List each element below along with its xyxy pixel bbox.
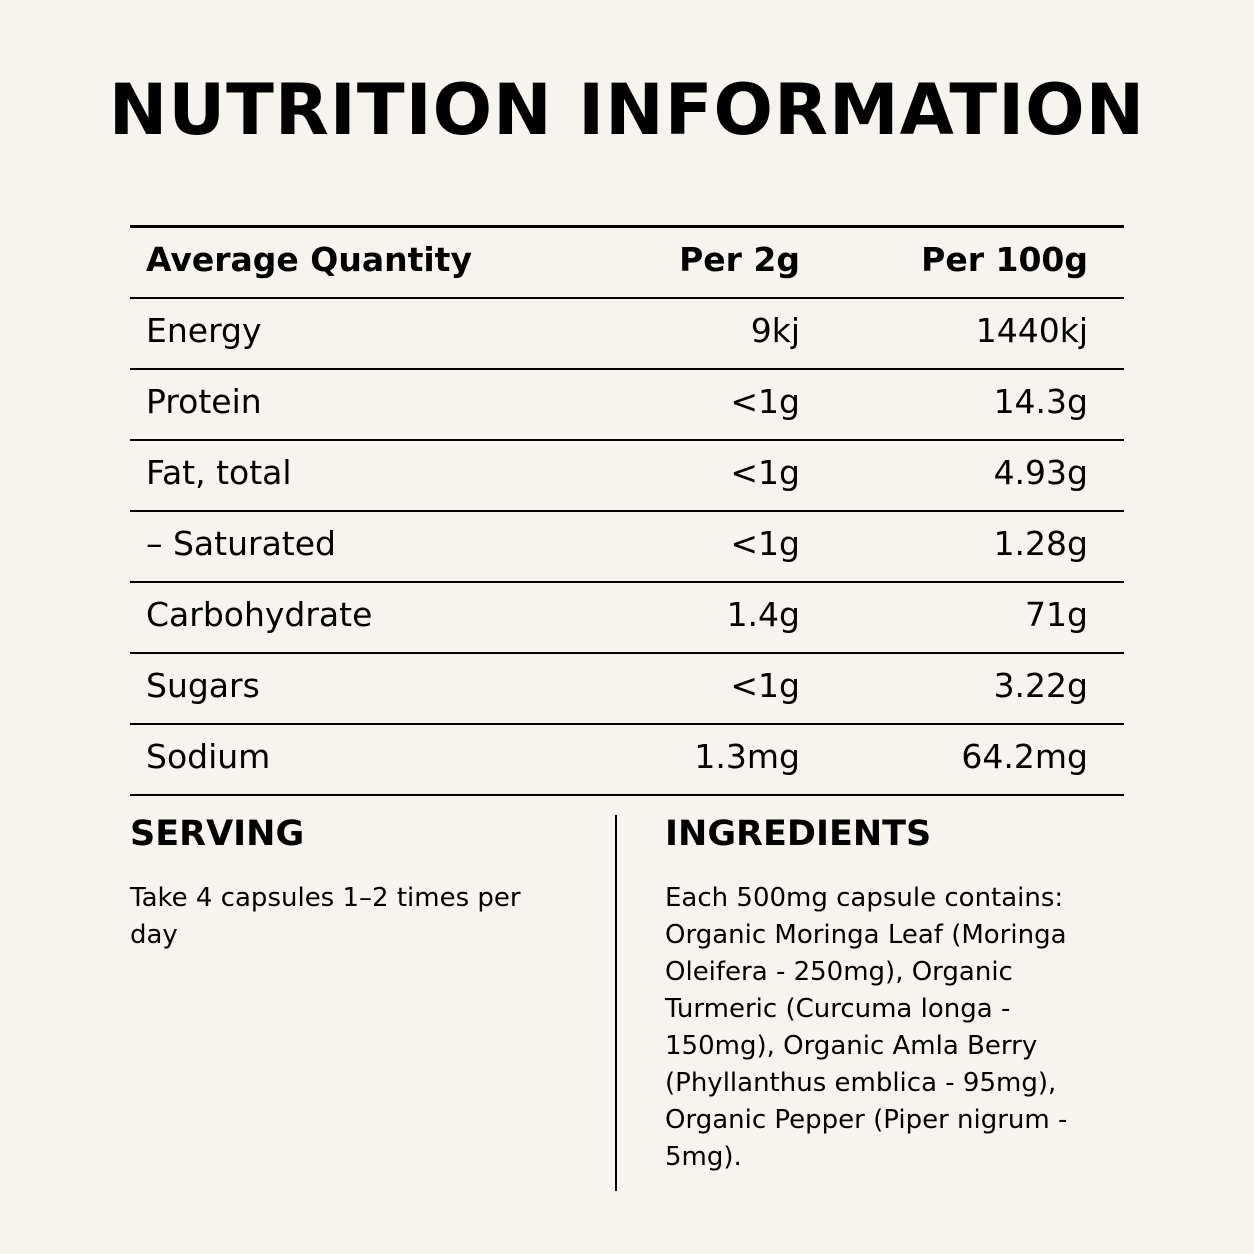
row-label: Sodium xyxy=(146,737,271,776)
row-label: Protein xyxy=(146,382,262,421)
row-per-100g: 71g xyxy=(1025,595,1088,634)
column-divider xyxy=(615,815,617,1191)
table-row: Fat, total <1g 4.93g xyxy=(130,441,1124,512)
serving-text: Take 4 capsules 1–2 times per day xyxy=(130,883,521,950)
row-label: Carbohydrate xyxy=(146,595,373,634)
row-per-2g: 1.4g xyxy=(726,595,800,634)
row-per-100g: 3.22g xyxy=(993,666,1088,705)
row-per-100g: 14.3g xyxy=(993,382,1088,421)
header-per-100g: Per 100g xyxy=(921,240,1088,279)
table-row: Energy 9kj 1440kj xyxy=(130,299,1124,370)
table-row: Sugars <1g 3.22g xyxy=(130,654,1124,725)
row-per-100g: 1.28g xyxy=(993,524,1088,563)
header-average-quantity: Average Quantity xyxy=(146,240,472,279)
row-per-2g: 9kj xyxy=(750,311,800,350)
row-label: Energy xyxy=(146,311,262,350)
row-label: Sugars xyxy=(146,666,260,705)
row-per-2g: <1g xyxy=(730,524,800,563)
row-label: – Saturated xyxy=(146,524,336,563)
row-per-2g: 1.3mg xyxy=(694,737,800,776)
table-row: Carbohydrate 1.4g 71g xyxy=(130,583,1124,654)
row-per-100g: 64.2mg xyxy=(961,737,1088,776)
ingredients-heading: INGREDIENTS xyxy=(665,814,932,854)
table-row: Sodium 1.3mg 64.2mg xyxy=(130,725,1124,796)
table-row: Protein <1g 14.3g xyxy=(130,370,1124,441)
nutrition-table: Average Quantity Per 2g Per 100g Energy … xyxy=(130,225,1124,796)
serving-section: SERVING Take 4 capsules 1–2 times per da… xyxy=(130,812,560,954)
row-per-100g: 4.93g xyxy=(993,453,1088,492)
header-per-2g: Per 2g xyxy=(679,240,800,279)
serving-heading: SERVING xyxy=(130,814,305,854)
row-per-2g: <1g xyxy=(730,453,800,492)
row-label: Fat, total xyxy=(146,453,292,492)
page-title: NUTRITION INFORMATION xyxy=(108,69,1146,151)
table-header-row: Average Quantity Per 2g Per 100g xyxy=(130,228,1124,299)
row-per-2g: <1g xyxy=(730,382,800,421)
ingredients-section: INGREDIENTS Each 500mg capsule contains:… xyxy=(665,812,1105,1176)
ingredients-text: Each 500mg capsule contains: Organic Mor… xyxy=(665,883,1068,1172)
table-row: – Saturated <1g 1.28g xyxy=(130,512,1124,583)
row-per-100g: 1440kj xyxy=(975,311,1088,350)
row-per-2g: <1g xyxy=(730,666,800,705)
